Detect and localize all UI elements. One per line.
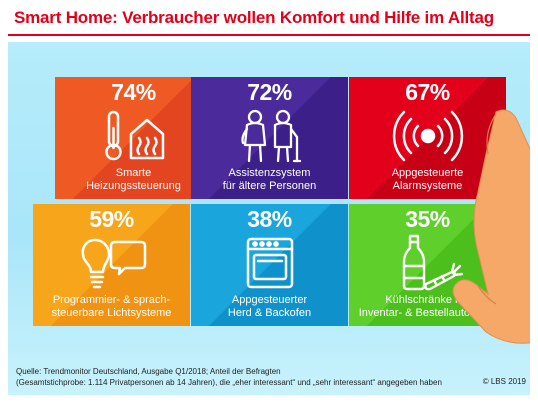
copyright: © LBS 2019 [482, 377, 526, 386]
oven-icon [191, 234, 348, 292]
tile-label-line2: für ältere Personen [222, 180, 317, 192]
source-line1: Quelle: Trendmonitor Deutschland, Ausgab… [16, 367, 281, 376]
tile-label-line1: Kühlschränke mit [385, 294, 470, 306]
tile-label: Appgesteuerte Alarmsysteme [349, 167, 506, 193]
tile-percent: 38% [247, 206, 292, 232]
tile-background [191, 77, 348, 199]
tile-label-line2: Heizungssteuerung [86, 180, 181, 192]
elderly-couple-icon [191, 107, 348, 165]
tile-percent: 67% [405, 79, 450, 105]
tile-percent: 59% [89, 206, 134, 232]
tile-background [191, 204, 348, 326]
tile-label-line2: Alarmsysteme [392, 180, 463, 192]
thermometer-house-icon [55, 107, 212, 165]
tile-label-line2: Inventar- & Bestellautomatik [358, 307, 497, 319]
tile-fridge: 35% Kühlschränke mit Inventar- & Bestell… [349, 204, 506, 326]
tile-background [55, 77, 212, 199]
tile-heating: 74% Smarte Heizungssteuerung [55, 77, 212, 199]
tile-label: Programmier- & sprach- steuerbare Lichts… [33, 294, 190, 320]
tile-assistance: 72% Assistenzsystem für ältere Personen [191, 77, 348, 199]
infographic-panel: 74% Smarte Heizungssteuerung 72% [8, 42, 530, 395]
lightbulb-speech-icon [33, 234, 190, 292]
tile-label-line1: Appgesteuerte [391, 167, 464, 179]
tile-percent: 74% [111, 79, 156, 105]
tile-lighting: 59% Programmier- & sprach- steuerbare Li… [33, 204, 190, 326]
tile-label: Appgesteuerter Herd & Backofen [191, 294, 348, 320]
tile-label-line1: Smarte [115, 167, 152, 179]
tile-label: Assistenzsystem für ältere Personen [191, 167, 348, 193]
tile-label-line2: Herd & Backofen [227, 307, 312, 319]
tile-label-line1: Programmier- & sprach- [52, 294, 171, 306]
tile-label-line2: steuerbare Lichtsysteme [51, 307, 172, 319]
alarm-signal-icon [349, 107, 506, 165]
tile-percent: 35% [405, 206, 450, 232]
page-title: Smart Home: Verbraucher wollen Komfort u… [14, 8, 494, 27]
bottle-carrot-icon [349, 234, 506, 292]
title-divider [8, 34, 530, 36]
tile-percent: 72% [247, 79, 292, 105]
source-line2: (Gesamtstichprobe: 1.114 Privatpersonen … [16, 378, 442, 387]
tile-label: Smarte Heizungssteuerung [55, 167, 212, 193]
tile-label-line1: Appgesteuerter [231, 294, 308, 306]
tile-label-line1: Assistenzsystem [228, 167, 311, 179]
source-note: Quelle: Trendmonitor Deutschland, Ausgab… [16, 366, 528, 388]
tile-alarm: 67% Appgesteuerte Alarmsysteme [349, 77, 506, 199]
tile-oven: 38% Appgesteuerter Herd & Backofen [191, 204, 348, 326]
tile-label: Kühlschränke mit Inventar- & Bestellauto… [349, 294, 506, 320]
